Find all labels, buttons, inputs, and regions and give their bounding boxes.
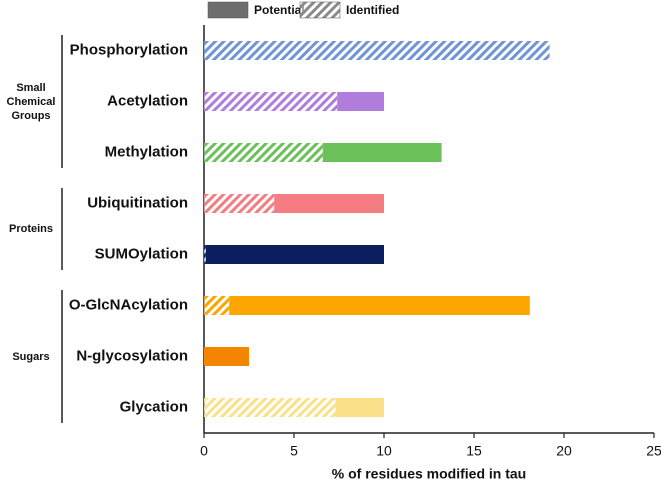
category-label: Ubiquitination — [87, 194, 188, 211]
x-tick-label: 10 — [376, 443, 392, 459]
bar-potential — [205, 245, 384, 264]
category-label: O-GlcNAcylation — [69, 296, 188, 313]
bar-identified — [204, 92, 338, 111]
category-label: Phosphorylation — [70, 41, 188, 58]
legend-label: Potential — [254, 3, 305, 17]
legend-swatch — [299, 1, 341, 19]
category-label: Methylation — [105, 143, 188, 160]
bar-potential — [229, 296, 530, 315]
bar-identified — [204, 194, 275, 213]
x-tick-label: 25 — [646, 443, 661, 459]
bar-potential — [337, 92, 384, 111]
x-tick-label: 5 — [290, 443, 298, 459]
bar-identified — [204, 398, 336, 417]
x-axis-label: % of residues modified in tau — [332, 466, 526, 482]
group-label: Proteins — [8, 223, 53, 235]
bar-potential — [274, 194, 384, 213]
x-tick-label: 20 — [556, 443, 572, 459]
group-label: Sugars — [12, 350, 50, 363]
x-tick-label: 0 — [200, 443, 208, 459]
bar-potential — [335, 398, 384, 417]
bar-identified — [204, 245, 206, 264]
bar-potential — [204, 347, 249, 366]
bar-potential — [322, 143, 442, 162]
x-tick-label: 15 — [466, 443, 482, 459]
legend-label: Identified — [346, 3, 399, 17]
category-label: SUMOylation — [95, 245, 188, 262]
group-label: Small Chemical Groups — [6, 81, 56, 122]
bar-identified — [204, 143, 323, 162]
bar-identified — [204, 296, 230, 315]
bar-identified — [204, 41, 550, 60]
legend-swatch — [207, 1, 249, 19]
category-label: Acetylation — [107, 92, 188, 109]
category-label: Glycation — [120, 398, 188, 415]
category-label: N-glycosylation — [76, 347, 188, 364]
